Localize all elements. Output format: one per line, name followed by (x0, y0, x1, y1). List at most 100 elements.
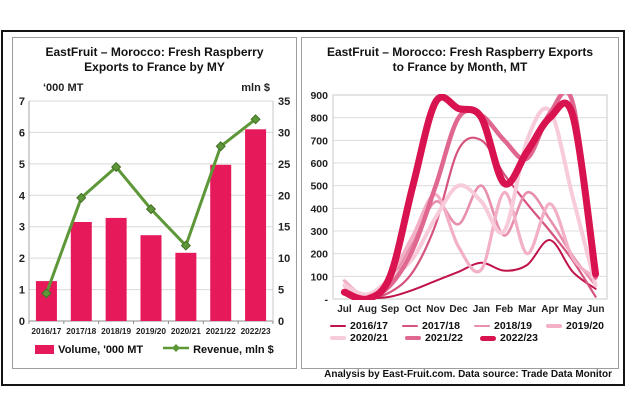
series-line-swatch (546, 324, 562, 328)
revenue-marker-diamond (215, 141, 226, 152)
x-tick-label: Jun (587, 304, 605, 315)
revenue-marker-diamond (111, 161, 122, 173)
volume-bar (35, 281, 57, 321)
series-line-swatch (402, 324, 418, 328)
y-tick-label: 600 (310, 158, 328, 170)
x-tick-label: Jan (473, 304, 490, 315)
y-tick-label: 300 (310, 226, 328, 238)
left-y-tick-label: 2 (19, 253, 25, 265)
series-line-2017-18 (343, 136, 597, 299)
right-y-tick-label: 15 (278, 222, 290, 234)
volume-bar (210, 164, 232, 321)
right-y-tick-label: 20 (278, 190, 290, 202)
legend-label: 2019/20 (566, 320, 604, 332)
y-tick-label: 800 (310, 113, 328, 125)
series-line-swatch (330, 324, 346, 328)
x-tick-label: 2020/21 (171, 326, 201, 336)
y-tick-label: 500 (310, 181, 328, 193)
x-tick-label: 2021/22 (206, 326, 236, 336)
left-y-tick-label: 6 (19, 127, 25, 139)
x-tick-label: Feb (495, 304, 513, 315)
series-line-2022-23 (340, 94, 600, 300)
right-y-tick-label: 5 (278, 285, 284, 297)
right-chart-legend: 2016/17 2017/18 2018/19 2019/20 2020/21 2021/… (302, 320, 618, 344)
x-tick-label: 2019/20 (136, 326, 166, 336)
right-chart-title-line2: to France by Month, MT (392, 60, 528, 74)
right-axis-unit-label: mln $ (241, 82, 270, 94)
left-y-tick-label: 1 (19, 285, 25, 297)
right-chart-title: EastFruit – Morocco: Fresh Raspberry Exp… (302, 45, 618, 75)
legend-item-2017-18: 2017/18 (402, 320, 474, 332)
x-tick-label: Oct (405, 304, 422, 315)
plot-border (332, 94, 608, 300)
legend-item-2018-19: 2018/19 (474, 320, 546, 332)
right-y-tick-label: 10 (278, 253, 290, 265)
volume-bar (70, 222, 92, 321)
series-line-swatch (480, 335, 496, 341)
volume-bar (245, 129, 267, 321)
left-chart-title-line2: Exports to France by MY (84, 60, 225, 74)
legend-label: Revenue, mln $ (193, 343, 274, 356)
x-tick-label: 2022/23 (241, 326, 271, 336)
left-y-tick-label: 7 (19, 96, 25, 108)
legend-item-2020-21: 2020/21 (330, 332, 405, 344)
legend-label: 2022/23 (500, 332, 538, 344)
x-tick-label: Jul (337, 304, 352, 315)
revenue-marker-diamond (145, 204, 157, 215)
right-y-tick-label: 0 (278, 316, 284, 328)
x-tick-label: Dec (449, 304, 468, 315)
series-line-swatch (474, 324, 490, 328)
left-chart-panel: EastFruit – Morocco: Fresh Raspberry Exp… (12, 37, 297, 369)
left-axis-unit-label: ‘000 MT (43, 82, 84, 94)
combo-chart-svg: 0 1 2 3 4 5 6 7 0 5 10 15 20 25 30 35 2016/17 2017/18 2018… (19, 96, 290, 336)
legend-row: 2016/17 2017/18 2018/19 2019/20 (302, 320, 618, 332)
y-tick-label: 200 (310, 249, 328, 261)
revenue-line-swatch (163, 343, 190, 356)
volume-bar (175, 252, 197, 321)
footer-credit: Analysis by East-Fruit.com. Data source:… (324, 369, 612, 380)
left-chart-title-line1: EastFruit – Morocco: Fresh Raspberry (45, 45, 264, 59)
right-y-tick-label: 30 (278, 127, 290, 139)
y-tick-label: 100 (310, 271, 328, 283)
legend-label: 2021/22 (425, 332, 463, 344)
monthly-lines-chart-svg: - 100 200 300 400 500 600 700 800 900 Jul Aug Sep Oct… (310, 90, 608, 315)
legend-label: 2020/21 (350, 332, 388, 344)
left-y-tick-label: 0 (19, 316, 25, 328)
y-tick-label: - (325, 294, 329, 306)
right-y-tick-label: 35 (278, 96, 290, 108)
y-tick-label: 900 (310, 90, 328, 102)
legend-label: Volume, '000 MT (58, 343, 144, 356)
revenue-marker-diamond (250, 114, 261, 125)
volume-bar-swatch (35, 345, 55, 354)
x-tick-label: Mar (518, 304, 536, 315)
legend-label: 2016/17 (350, 320, 388, 332)
legend-row: 2020/21 2021/22 2022/23 (302, 332, 618, 344)
y-tick-label: 400 (310, 203, 328, 215)
volume-bar (105, 217, 127, 321)
left-chart-legend: Volume, '000 MT Revenue, mln $ (13, 343, 296, 356)
left-y-tick-label: 3 (19, 222, 25, 234)
left-y-tick-label: 4 (19, 190, 26, 202)
right-y-tick-label: 25 (278, 159, 290, 171)
legend-item-2016-17: 2016/17 (330, 320, 402, 332)
revenue-marker-diamond (41, 288, 52, 299)
legend-label: 2017/18 (422, 320, 460, 332)
series-group (340, 94, 600, 300)
x-tick-label: 2017/18 (66, 326, 96, 336)
y-tick-label: 700 (310, 135, 328, 147)
right-chart-panel: EastFruit – Morocco: Fresh Raspberry Exp… (301, 37, 619, 369)
legend-label: 2018/19 (494, 320, 532, 332)
series-line-swatch (405, 335, 421, 341)
legend-item-2022-23: 2022/23 (480, 332, 555, 344)
x-tick-label: May (563, 304, 583, 315)
volume-bar (140, 235, 162, 321)
x-tick-label: 2016/17 (31, 326, 61, 336)
revenue-marker-diamond (76, 192, 87, 203)
right-chart-title-line1: EastFruit – Morocco: Fresh Raspberry Exp… (326, 45, 594, 59)
series-line-swatch (330, 336, 346, 340)
legend-item-revenue: Revenue, mln $ (163, 343, 274, 356)
x-tick-label: Aug (358, 304, 377, 315)
legend-item-2021-22: 2021/22 (405, 332, 480, 344)
x-tick-label: Nov (426, 304, 445, 315)
left-y-tick-label: 5 (19, 159, 25, 171)
